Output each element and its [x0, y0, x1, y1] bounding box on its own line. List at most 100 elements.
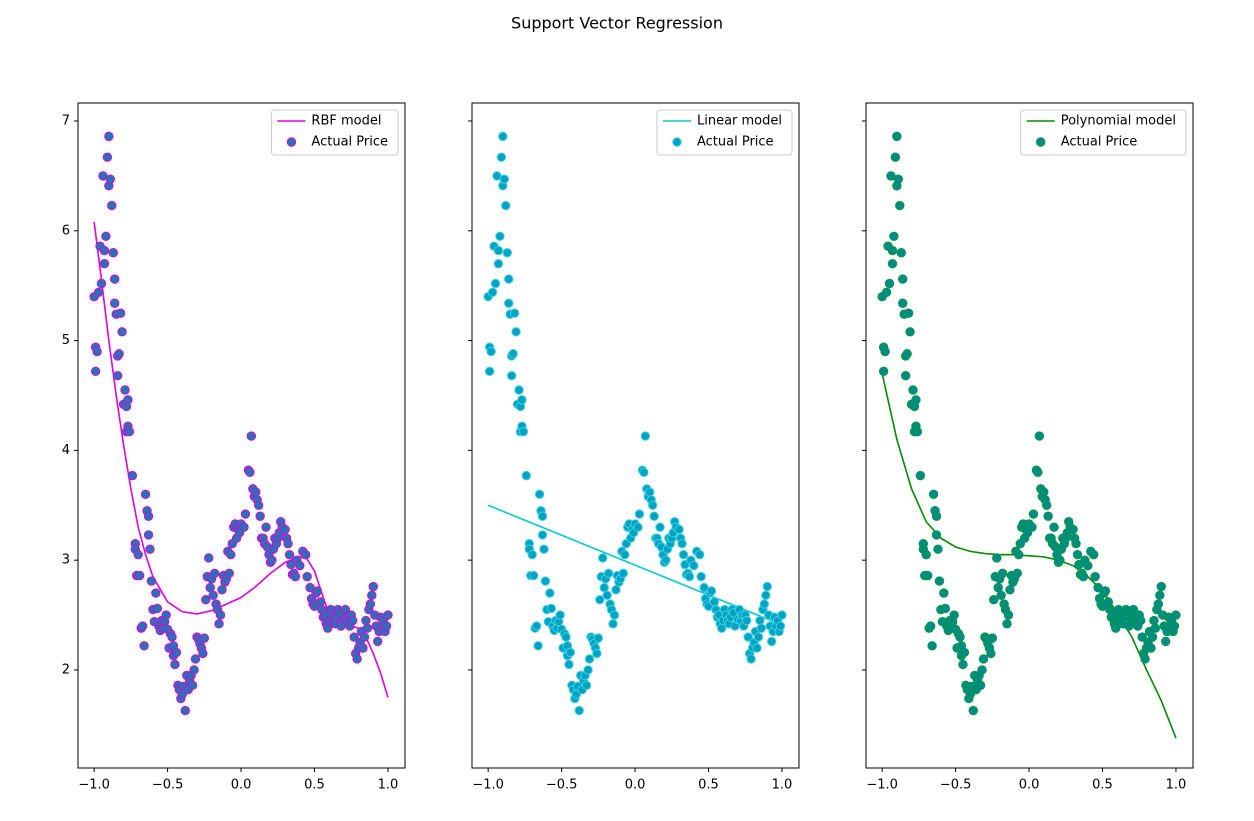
data-point — [201, 594, 211, 605]
data-point — [959, 647, 970, 658]
y-tick-label: 2 — [62, 662, 70, 677]
data-point — [171, 647, 182, 658]
data-point — [540, 576, 551, 586]
data-point — [199, 633, 210, 643]
data-point — [290, 571, 301, 582]
data-point — [300, 549, 311, 560]
legend-label: Actual Price — [1061, 135, 1138, 150]
data-point — [170, 659, 180, 670]
data-point — [190, 654, 201, 664]
data-point — [696, 571, 706, 582]
x-tick-label: 1.0 — [772, 778, 793, 793]
x-tick-label: 0.0 — [625, 778, 646, 793]
x-tick-label: −1.0 — [866, 778, 898, 793]
data-point — [358, 643, 368, 653]
data-point — [295, 560, 305, 571]
data-point — [595, 594, 605, 605]
data-point — [1156, 581, 1166, 592]
data-point — [955, 632, 965, 642]
data-point — [1103, 597, 1114, 607]
data-point — [986, 648, 996, 659]
data-point — [647, 500, 658, 510]
data-point — [198, 648, 208, 659]
data-point — [531, 621, 542, 631]
data-point — [217, 585, 227, 595]
data-point — [620, 549, 630, 560]
data-point — [1160, 636, 1171, 647]
data-point — [208, 590, 218, 600]
data-point — [987, 633, 998, 643]
data-point — [226, 549, 236, 560]
data-point — [593, 633, 604, 643]
data-point — [896, 248, 906, 258]
data-point — [996, 590, 1006, 600]
data-point — [694, 549, 705, 560]
data-point — [152, 603, 163, 614]
data-point — [674, 524, 684, 535]
data-point — [239, 522, 249, 532]
data-point — [1083, 560, 1093, 571]
data-point — [99, 259, 110, 269]
data-point — [1003, 610, 1014, 620]
x-tick-label: −0.5 — [152, 778, 184, 793]
data-point — [903, 308, 914, 318]
data-point — [137, 621, 148, 631]
data-point — [1090, 571, 1100, 582]
data-point — [1072, 549, 1083, 560]
data-point — [931, 511, 942, 521]
data-point — [762, 581, 772, 592]
data-point — [245, 467, 255, 478]
data-point — [1039, 487, 1049, 497]
x-tick-label: 0.5 — [698, 778, 719, 793]
data-point — [537, 511, 548, 521]
data-point — [1014, 549, 1024, 560]
data-point — [123, 395, 133, 405]
data-point — [993, 582, 1003, 593]
data-point — [161, 610, 171, 620]
data-point — [975, 680, 986, 691]
data-point — [504, 274, 514, 284]
data-point — [611, 585, 621, 595]
data-point — [133, 549, 143, 560]
data-point — [581, 680, 592, 691]
data-point — [655, 522, 665, 532]
data-point — [215, 610, 226, 620]
data-point — [348, 615, 358, 626]
x-tick-label: 0.0 — [231, 778, 252, 793]
data-point — [267, 555, 277, 565]
data-point — [359, 632, 370, 642]
x-tick-label: −0.5 — [546, 778, 578, 793]
data-point — [1049, 522, 1059, 532]
data-point — [887, 259, 898, 269]
legend: Linear model Actual Price — [656, 109, 793, 156]
data-point — [108, 248, 118, 258]
data-point — [742, 615, 752, 626]
data-point — [1012, 568, 1023, 579]
data-point — [367, 590, 377, 600]
data-point — [349, 632, 359, 642]
data-point — [618, 568, 629, 579]
data-point — [766, 636, 777, 647]
data-point — [205, 582, 215, 593]
legend-marker — [286, 137, 297, 147]
data-point — [509, 308, 520, 318]
data-point — [684, 571, 695, 582]
data-point — [633, 522, 643, 532]
data-point — [1005, 585, 1015, 595]
data-point — [661, 555, 671, 565]
data-point — [101, 231, 111, 241]
data-point — [898, 298, 908, 308]
data-point — [1034, 431, 1045, 441]
y-tick-label: 5 — [62, 333, 70, 348]
data-point — [490, 278, 501, 289]
data-point — [574, 705, 584, 716]
data-point — [110, 298, 120, 308]
data-point — [362, 623, 373, 633]
data-point — [255, 511, 265, 521]
data-point — [381, 621, 392, 631]
data-point — [352, 654, 362, 664]
data-point — [915, 470, 926, 481]
data-point — [110, 274, 120, 284]
data-point — [143, 511, 154, 521]
data-point — [992, 553, 1002, 563]
